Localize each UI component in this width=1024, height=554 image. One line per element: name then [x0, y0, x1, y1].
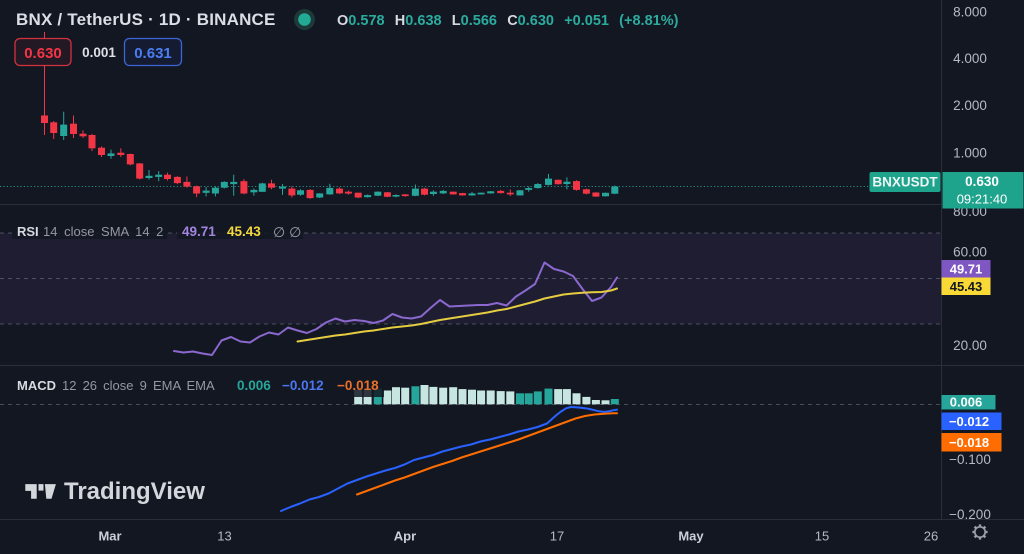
svg-text:0.006: 0.006 [237, 378, 271, 393]
svg-text:15: 15 [815, 529, 829, 544]
svg-text:Mar: Mar [98, 529, 121, 544]
svg-text:4.000: 4.000 [953, 51, 987, 66]
svg-text:26: 26 [924, 529, 938, 544]
svg-text:MACD: MACD [17, 378, 56, 393]
svg-text:14 close SMA 14 2: 14 close SMA 14 2 [43, 224, 163, 239]
svg-text:BNX / TetherUS · 1D · BINANCE: BNX / TetherUS · 1D · BINANCE [16, 10, 276, 29]
svg-text:−0.012: −0.012 [949, 414, 989, 429]
svg-text:1.000: 1.000 [953, 145, 987, 160]
svg-text:2.000: 2.000 [953, 98, 987, 113]
svg-text:−0.012: −0.012 [282, 378, 324, 393]
svg-text:12 26 close 9 EMA EMA: 12 26 close 9 EMA EMA [62, 378, 215, 393]
svg-text:0.006: 0.006 [950, 395, 983, 410]
svg-text:0.630: 0.630 [24, 45, 62, 62]
svg-text:−0.018: −0.018 [337, 378, 379, 393]
svg-text:−0.200: −0.200 [949, 507, 991, 522]
svg-text:49.71: 49.71 [182, 224, 216, 239]
svg-text:0.630: 0.630 [965, 174, 999, 189]
svg-text:O0.578 H0.638 L0.566 C0.630 +0: O0.578 H0.638 L0.566 C0.630 +0.051 (+8.8… [337, 13, 679, 29]
svg-text:09:21:40: 09:21:40 [957, 192, 1008, 207]
svg-text:60.00: 60.00 [953, 245, 987, 260]
svg-text:BNXUSDT: BNXUSDT [872, 175, 938, 190]
svg-text:TradingView: TradingView [64, 478, 205, 505]
svg-text:Apr: Apr [394, 529, 416, 544]
svg-text:8.000: 8.000 [953, 5, 987, 20]
svg-text:May: May [678, 529, 704, 544]
svg-text:0.001: 0.001 [82, 45, 116, 60]
svg-text:45.43: 45.43 [227, 224, 261, 239]
svg-text:45.43: 45.43 [950, 279, 983, 294]
svg-text:RSI: RSI [17, 224, 39, 239]
svg-text:∅ ∅: ∅ ∅ [273, 224, 301, 240]
svg-text:49.71: 49.71 [950, 262, 983, 277]
svg-text:13: 13 [217, 529, 231, 544]
svg-text:−0.018: −0.018 [949, 435, 989, 450]
svg-text:20.00: 20.00 [953, 338, 987, 353]
svg-text:17: 17 [550, 529, 564, 544]
svg-text:0.631: 0.631 [134, 45, 172, 62]
svg-text:−0.100: −0.100 [949, 452, 991, 467]
